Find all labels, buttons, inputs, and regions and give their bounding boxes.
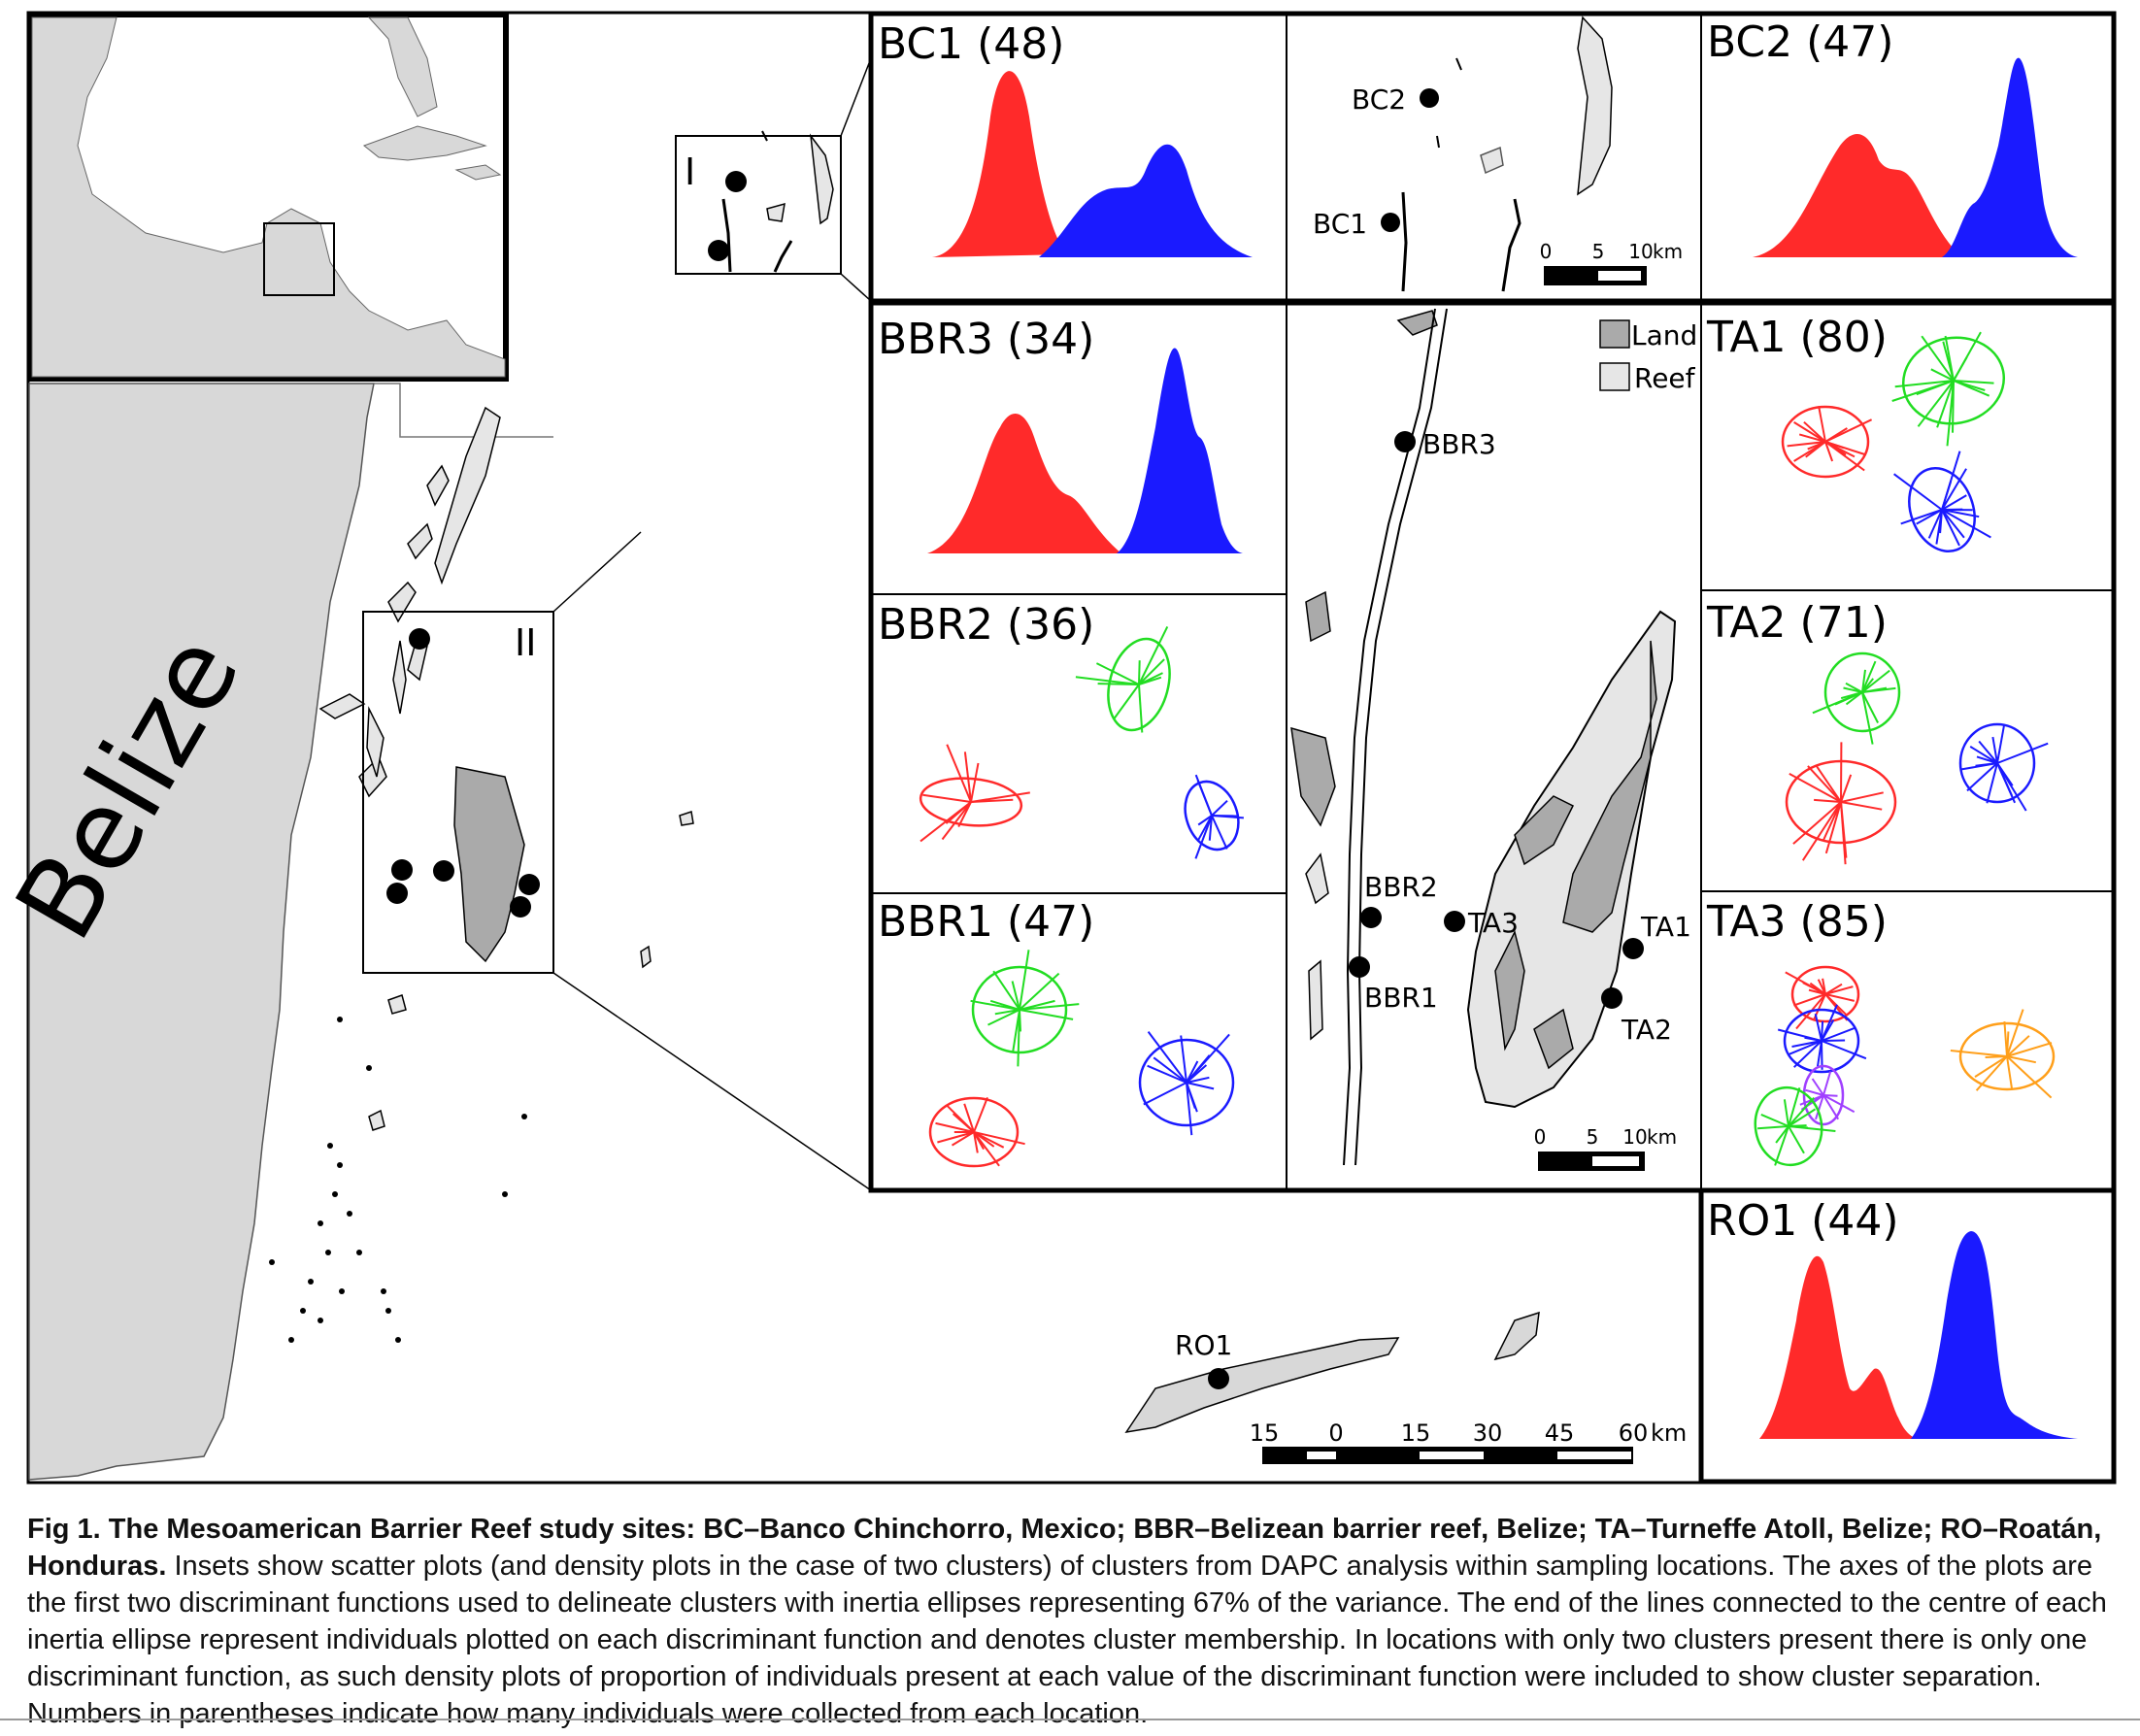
- panel-title-RO1: RO1 (44): [1707, 1196, 1899, 1246]
- cluster-TA2-blue: [1958, 722, 2049, 812]
- panel-title-BBR3: BBR3 (34): [878, 315, 1094, 364]
- cluster-TA2-red: [1785, 742, 1897, 865]
- cluster-BBR2-green: [1075, 625, 1171, 733]
- legend-land: Land: [1631, 319, 1697, 351]
- density-plot-BC2: [1753, 57, 2078, 258]
- svg-text:60: 60: [1619, 1419, 1649, 1447]
- site-marker-TA2-overview: [510, 896, 531, 918]
- svg-text:0: 0: [1540, 240, 1553, 263]
- box-label-II: II: [515, 621, 536, 664]
- scatter-layer: [919, 331, 2056, 1168]
- site-label-TA1: TA1: [1640, 911, 1691, 943]
- svg-text:km: km: [1653, 240, 1683, 263]
- cluster-TA3-red: [1785, 965, 1860, 1030]
- site-marker-BC2: [1420, 88, 1439, 108]
- density-plot-RO1: [1759, 1231, 2078, 1439]
- svg-text:0: 0: [1328, 1419, 1343, 1447]
- cluster-TA3-green: [1754, 1085, 1836, 1167]
- cluster-BBR1-blue: [1138, 1030, 1235, 1136]
- site-label-RO1: RO1: [1175, 1329, 1232, 1361]
- site-marker-RO1: [1208, 1368, 1229, 1389]
- cluster-BBR1-red: [928, 1096, 1025, 1168]
- svg-text:5: 5: [1592, 240, 1605, 263]
- cluster-TA1-red: [1781, 405, 1873, 479]
- box-I: [675, 135, 842, 275]
- box-label-I: I: [685, 150, 695, 193]
- map-legend: Land Reef: [1599, 319, 1697, 394]
- site-marker-BBR1-overview: [386, 883, 408, 904]
- svg-text:5: 5: [1587, 1125, 1599, 1149]
- density-plot-BC1: [932, 71, 1253, 258]
- box-II: [362, 611, 554, 974]
- overview-land: [31, 17, 506, 378]
- site-marker-BBR3-overview: [409, 628, 430, 650]
- site-marker-BBR3: [1394, 431, 1416, 452]
- site-marker-BBR1: [1349, 956, 1370, 978]
- chinchorro-inset: BC2 BC1 0 5 10 km: [1313, 16, 1683, 292]
- site-marker-TA3-overview: [433, 860, 454, 882]
- cluster-TA1-blue: [1893, 451, 1991, 553]
- site-marker-TA1-overview: [518, 874, 540, 895]
- bottom-rule: [0, 1719, 2140, 1720]
- site-marker-TA3: [1444, 911, 1465, 932]
- scale-bar-chinchorro: 0 5 10 km: [1540, 240, 1683, 285]
- legend-reef: Reef: [1634, 362, 1696, 394]
- site-label-BBR1: BBR1: [1364, 982, 1438, 1014]
- reef-dots: [269, 1017, 527, 1343]
- site-label-BBR2: BBR2: [1364, 871, 1438, 903]
- site-label-TA3: TA3: [1467, 907, 1519, 939]
- panel-title-TA1: TA1 (80): [1706, 313, 1888, 362]
- panel-title-BBR1: BBR1 (47): [878, 897, 1094, 947]
- caption-title: Fig 1. The Mesoamerican Barrier Reef stu…: [27, 1514, 2102, 1582]
- site-label-BC1: BC1: [1313, 208, 1367, 240]
- svg-text:30: 30: [1473, 1419, 1503, 1447]
- cluster-BBR2-red: [919, 744, 1030, 843]
- panel-title-BBR2: BBR2 (36): [878, 600, 1094, 650]
- cluster-TA3-blue: [1777, 1004, 1867, 1074]
- site-marker-BC1: [708, 240, 729, 261]
- overview-highlight-box: [263, 222, 335, 296]
- caption-text: Insets show scatter plots (and density p…: [27, 1551, 2107, 1729]
- svg-text:0: 0: [1534, 1125, 1547, 1149]
- density-plot-BBR3: [927, 348, 1243, 553]
- panel-title-BC1: BC1 (48): [878, 19, 1064, 69]
- svg-text:km: km: [1647, 1125, 1677, 1149]
- figure-map: Belize I II: [0, 11, 2117, 1485]
- site-label-TA2: TA2: [1621, 1014, 1672, 1046]
- svg-text:10: 10: [1628, 240, 1653, 263]
- site-marker-BC2: [725, 171, 747, 192]
- scale-bar-turneffe: 0 5 10 km: [1534, 1125, 1677, 1171]
- site-marker-TA2: [1601, 987, 1622, 1009]
- panel-grid: [868, 11, 2117, 1485]
- cluster-BBR2-blue: [1184, 774, 1244, 859]
- turneffe-inset: BBR3 BBR2 BBR1 TA3 TA1 TA2 Land Reef 0 5…: [1290, 308, 1697, 1171]
- belize-mainland: [28, 383, 375, 1481]
- site-marker-BBR2-overview: [391, 859, 413, 881]
- cluster-TA2-green: [1812, 651, 1901, 745]
- cluster-TA3-orange: [1950, 1009, 2056, 1099]
- svg-text:10: 10: [1622, 1125, 1647, 1149]
- svg-text:km: km: [1651, 1419, 1687, 1447]
- svg-text:45: 45: [1545, 1419, 1575, 1447]
- site-marker-BBR2: [1360, 907, 1382, 928]
- site-marker-BC1: [1381, 213, 1400, 232]
- site-label-BC2: BC2: [1352, 83, 1406, 116]
- panel-title-TA3: TA3 (85): [1706, 897, 1888, 947]
- cluster-TA1-green: [1891, 331, 2006, 447]
- svg-text:15: 15: [1401, 1419, 1431, 1447]
- cluster-BBR1-green: [970, 950, 1080, 1067]
- scale-bar-main: 15 0 15 30 45 60 km: [1250, 1419, 1687, 1464]
- figure-caption: Fig 1. The Mesoamerican Barrier Reef stu…: [27, 1511, 2115, 1732]
- panel-title-BC2: BC2 (47): [1707, 17, 1893, 67]
- panel-title-TA2: TA2 (71): [1706, 598, 1888, 648]
- site-label-BBR3: BBR3: [1422, 428, 1496, 460]
- coastal-cays: [318, 406, 694, 1131]
- svg-text:15: 15: [1250, 1419, 1280, 1447]
- site-marker-TA1: [1622, 938, 1644, 959]
